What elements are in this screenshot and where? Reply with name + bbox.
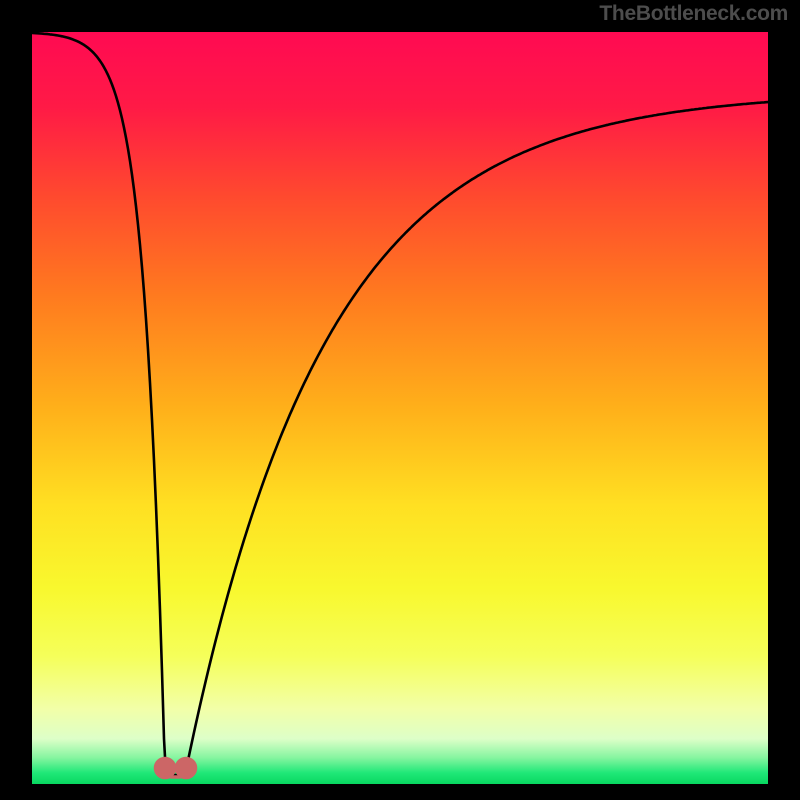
dip-marker-left: [155, 758, 175, 778]
plot-background: [32, 32, 768, 784]
dip-marker-right: [176, 758, 196, 778]
chart-container: TheBottleneck.com: [0, 0, 800, 800]
bottleneck-chart: [0, 0, 800, 800]
attribution-text: TheBottleneck.com: [599, 2, 788, 26]
